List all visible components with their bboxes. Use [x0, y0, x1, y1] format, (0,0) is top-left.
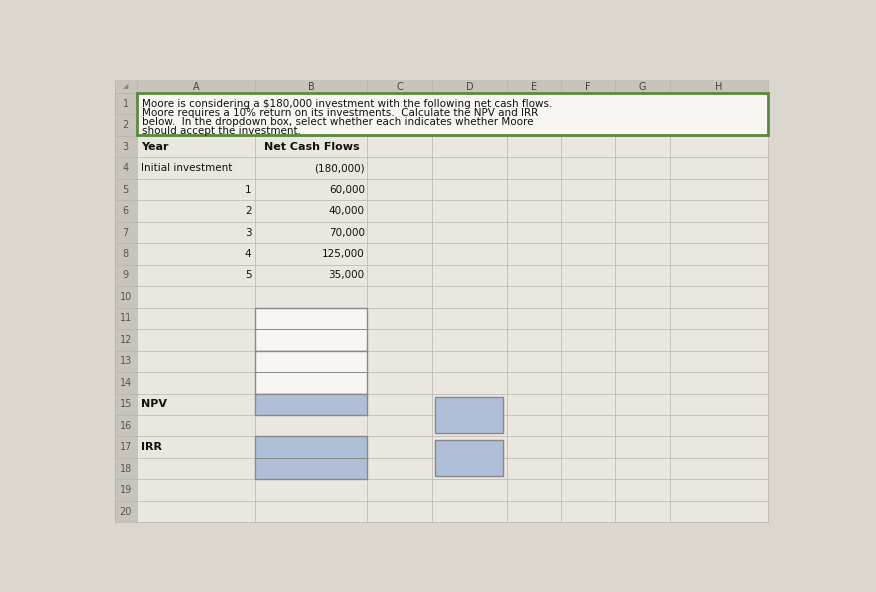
Text: A: A — [193, 82, 200, 92]
Text: F: F — [585, 82, 591, 92]
Text: 6: 6 — [123, 206, 129, 216]
Bar — [256, 350, 367, 394]
Text: 8: 8 — [123, 249, 129, 259]
Text: 60,000: 60,000 — [328, 185, 364, 195]
Text: 2: 2 — [123, 120, 129, 130]
Text: Moore is considering a $180,000 investment with the following net cash flows.: Moore is considering a $180,000 investme… — [142, 98, 553, 108]
Text: E: E — [531, 82, 537, 92]
Text: IRR: IRR — [141, 442, 162, 452]
Text: 40,000: 40,000 — [328, 206, 364, 216]
Text: 19: 19 — [120, 485, 132, 495]
Text: NPV: NPV — [141, 399, 166, 409]
Text: 4: 4 — [123, 163, 129, 173]
Text: ◢: ◢ — [124, 83, 129, 89]
Text: C: C — [396, 82, 403, 92]
Text: 10: 10 — [120, 292, 132, 302]
Text: Net Cash Flows: Net Cash Flows — [264, 141, 359, 152]
Text: 2: 2 — [244, 206, 251, 216]
Text: 9: 9 — [123, 271, 129, 281]
Bar — [435, 397, 503, 433]
Text: 125,000: 125,000 — [322, 249, 364, 259]
Bar — [137, 93, 768, 135]
Bar — [435, 440, 503, 476]
Bar — [256, 436, 367, 480]
Text: 5: 5 — [123, 185, 129, 195]
Text: Moore requires a 10% return on its investments.  Calculate the NPV and IRR: Moore requires a 10% return on its inves… — [142, 108, 539, 118]
Text: 4: 4 — [244, 249, 251, 259]
Text: 17: 17 — [120, 442, 132, 452]
Text: 1: 1 — [244, 185, 251, 195]
Text: G: G — [639, 82, 646, 92]
Bar — [115, 80, 137, 522]
Text: 12: 12 — [120, 335, 132, 345]
Text: 14: 14 — [120, 378, 132, 388]
Bar — [256, 308, 367, 350]
Text: 16: 16 — [120, 421, 132, 431]
Text: D: D — [465, 82, 473, 92]
Bar — [115, 80, 768, 93]
Text: 7: 7 — [123, 227, 129, 237]
Text: H: H — [715, 82, 723, 92]
Text: 18: 18 — [120, 464, 132, 474]
Text: 13: 13 — [120, 356, 132, 366]
Text: Year: Year — [141, 141, 168, 152]
Text: 11: 11 — [120, 313, 132, 323]
Text: 1: 1 — [123, 99, 129, 109]
Text: below.  In the dropdown box, select whether each indicates whether Moore: below. In the dropdown box, select wheth… — [142, 117, 533, 127]
Text: 15: 15 — [120, 399, 132, 409]
Text: (180,000): (180,000) — [314, 163, 364, 173]
Bar — [256, 394, 367, 415]
Text: should accept the investment.: should accept the investment. — [142, 127, 301, 136]
Text: 3: 3 — [123, 141, 129, 152]
Text: Initial investment: Initial investment — [141, 163, 232, 173]
Text: 20: 20 — [120, 507, 132, 517]
Text: 35,000: 35,000 — [328, 271, 364, 281]
Text: 5: 5 — [244, 271, 251, 281]
Text: B: B — [308, 82, 314, 92]
Text: 70,000: 70,000 — [328, 227, 364, 237]
Text: 3: 3 — [244, 227, 251, 237]
